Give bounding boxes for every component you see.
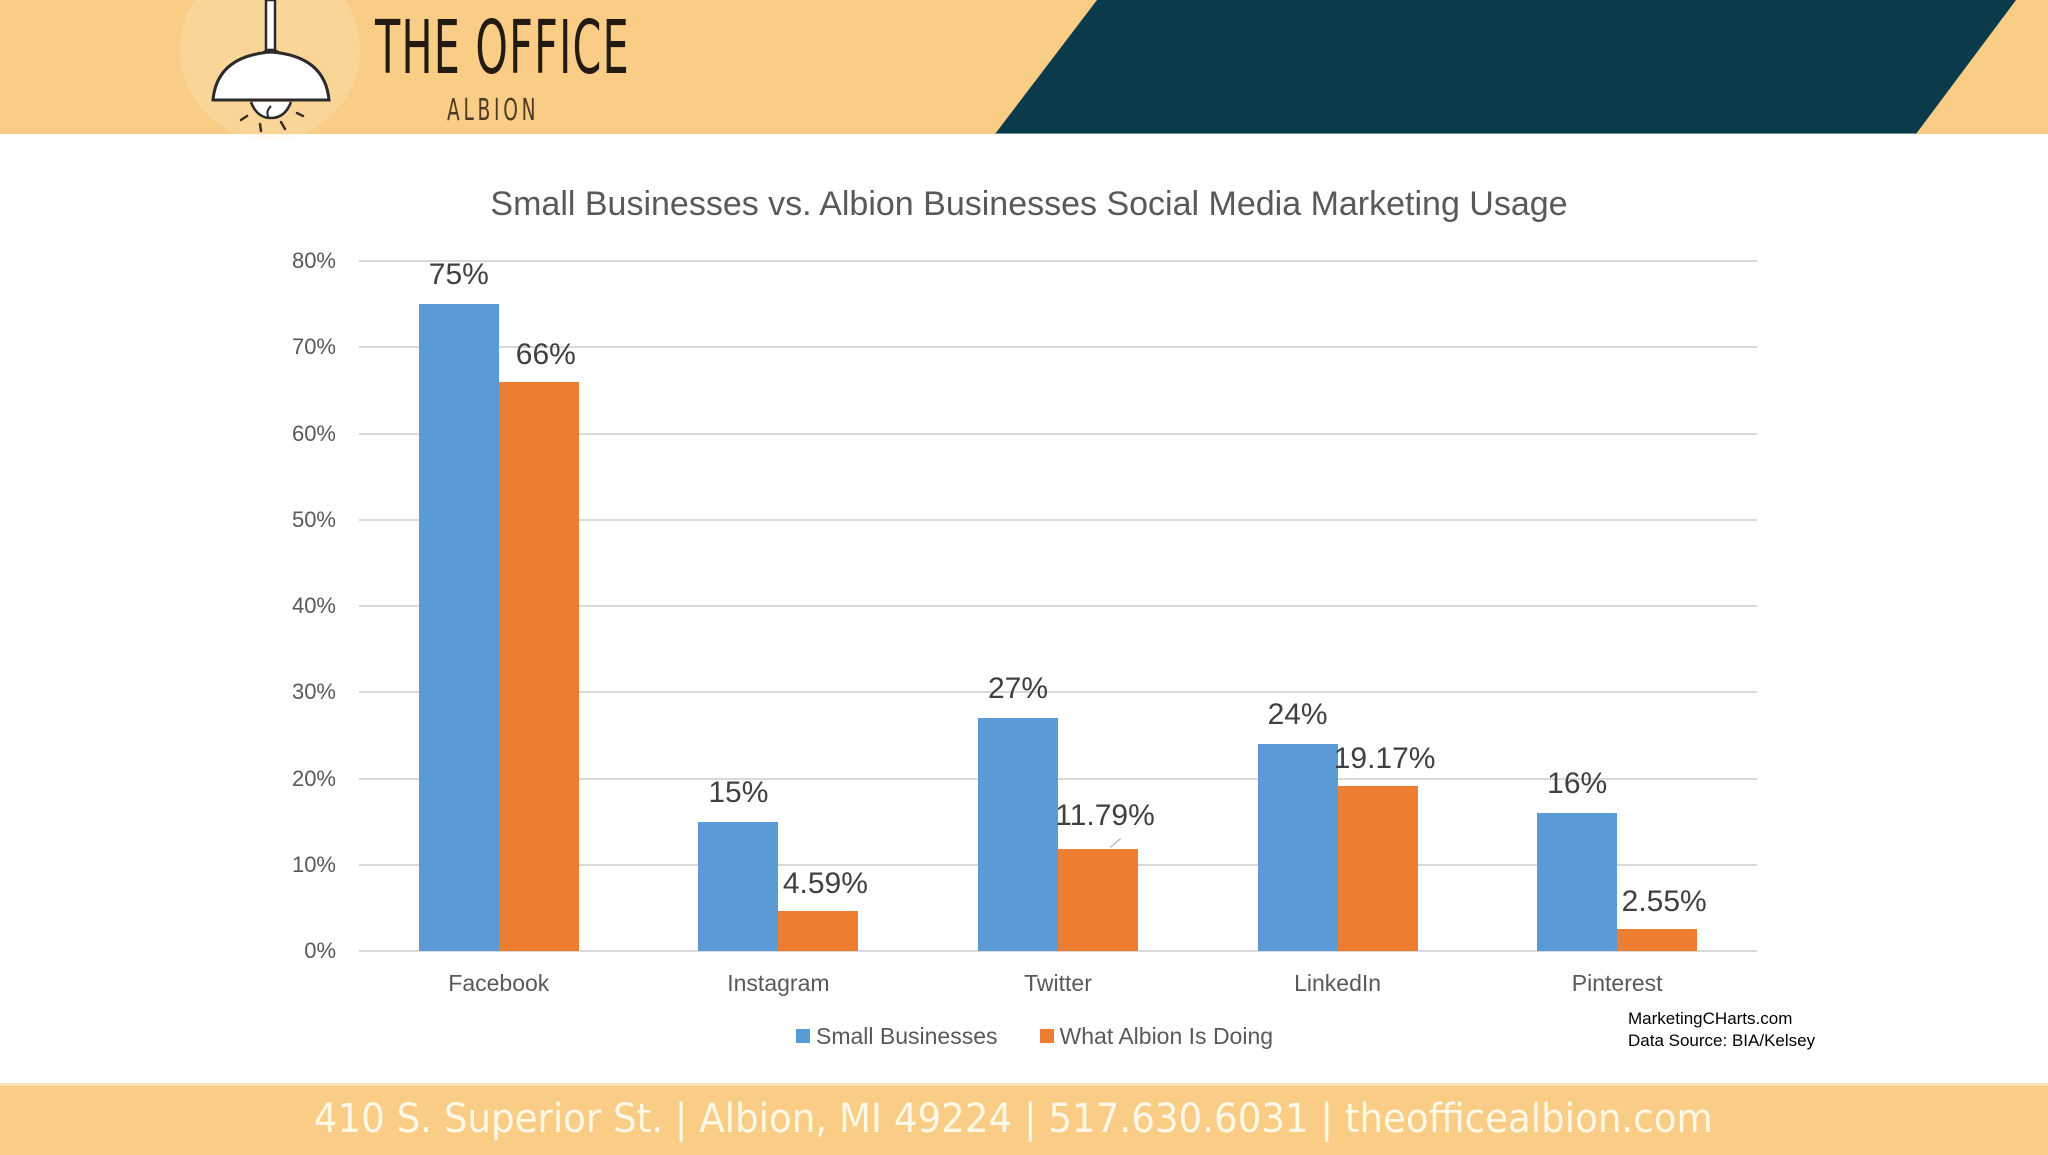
- x-category-label: Twitter: [1024, 970, 1092, 996]
- x-category-label: Facebook: [448, 970, 550, 996]
- bar-instagram-small-businesses: [698, 821, 779, 951]
- legend-item-small-businesses: Small Businesses: [796, 1023, 998, 1050]
- data-label: 19.17%: [1333, 741, 1436, 775]
- bar-instagram-albion: [778, 911, 859, 951]
- source-note: MarketingCHarts.com Data Source: BIA/Kel…: [1628, 1008, 1815, 1052]
- data-label: 27%: [987, 672, 1049, 706]
- source-line-site: MarketingCHarts.com: [1628, 1009, 1793, 1028]
- data-label: 2.55%: [1621, 885, 1707, 918]
- legend-swatch-blue: [796, 1029, 810, 1043]
- chart-legend: Small Businesses What Albion Is Doing: [796, 1021, 1315, 1051]
- data-label: 15%: [708, 775, 769, 809]
- plot-area: 75% 66% 15% 4.59% 27% 11.79% 24% 19.17% 16% 2.55%: [359, 258, 1757, 952]
- legend-item-albion: What Albion Is Doing: [1039, 1022, 1274, 1050]
- legend-label: What Albion Is Doing: [1059, 1022, 1274, 1049]
- x-category-label: LinkedIn: [1294, 970, 1382, 996]
- bar-linkedin-albion: [1337, 785, 1418, 951]
- data-label: 75%: [428, 258, 489, 292]
- bar-linkedin-small-businesses: [1257, 744, 1338, 951]
- legend-label: Small Businesses: [816, 1022, 998, 1049]
- gridline: [359, 777, 1757, 780]
- gridline: [359, 950, 1757, 952]
- header-dark-band: [995, 0, 2016, 134]
- bar-twitter-small-businesses: [978, 718, 1058, 951]
- y-tick-label: 0%: [304, 938, 336, 963]
- bar-twitter-albion: [1058, 849, 1138, 951]
- chart-title: Small Businesses vs. Albion Businesses S…: [490, 185, 1568, 223]
- y-tick-label: 30%: [291, 679, 336, 705]
- gridline: [359, 518, 1757, 521]
- y-tick-label: 20%: [291, 765, 336, 791]
- gridline: [359, 346, 1757, 349]
- x-category-label: Pinterest: [1571, 970, 1663, 996]
- lamp-icon: [211, 0, 331, 133]
- footer-contact: 410 S. Superior St. | Albion, MI 49224 |…: [313, 1096, 1713, 1142]
- y-tick-label: 60%: [291, 420, 336, 446]
- logo-subtitle: ALBION: [447, 93, 540, 128]
- footer-band: 410 S. Superior St. | Albion, MI 49224 |…: [0, 1083, 2048, 1155]
- y-tick-label: 70%: [291, 334, 336, 360]
- gridline: [359, 605, 1757, 607]
- bar-pinterest-albion: [1617, 929, 1698, 951]
- source-line-data: Data Source: BIA/Kelsey: [1628, 1031, 1816, 1050]
- data-label: 66%: [515, 337, 576, 371]
- y-tick-label: 80%: [291, 248, 336, 273]
- logo-title: THE OFFICE: [375, 5, 630, 91]
- label-leader-line: [1109, 838, 1122, 849]
- bar-facebook-albion: [498, 381, 579, 951]
- data-label: 11.79%: [1055, 799, 1155, 833]
- data-label: 24%: [1267, 698, 1328, 731]
- bar-facebook-small-businesses: [418, 304, 499, 951]
- gridline: [359, 432, 1757, 435]
- y-tick-label: 40%: [291, 593, 336, 618]
- data-label: 16%: [1547, 767, 1608, 800]
- data-label: 4.59%: [782, 867, 868, 901]
- y-tick-label: 50%: [291, 506, 336, 532]
- legend-swatch-orange: [1039, 1029, 1054, 1043]
- gridline: [359, 260, 1757, 262]
- gridline: [359, 691, 1757, 694]
- bar-pinterest-small-businesses: [1537, 813, 1618, 951]
- x-category-label: Instagram: [727, 970, 830, 996]
- y-tick-label: 10%: [291, 851, 336, 877]
